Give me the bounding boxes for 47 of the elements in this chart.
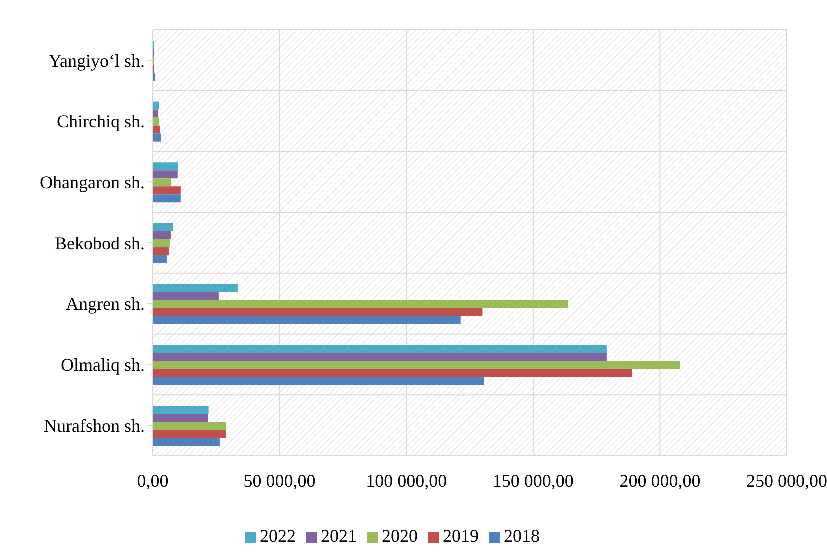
bar — [153, 353, 607, 362]
bar — [153, 369, 632, 378]
bar — [153, 377, 484, 386]
x-tick-label: 250 000,00 — [746, 470, 827, 491]
bar — [153, 430, 226, 438]
legend-label: 2018 — [504, 526, 540, 546]
y-tick-label: Olmaliq sh. — [61, 355, 145, 376]
bar — [153, 308, 483, 316]
bar — [153, 292, 219, 300]
y-tick-label: Nurafshon sh. — [44, 416, 145, 436]
legend-label: 2021 — [321, 526, 357, 546]
bar — [153, 240, 170, 248]
x-tick-label: 0,00 — [137, 470, 169, 491]
bar — [153, 361, 680, 370]
bar — [153, 170, 178, 179]
legend-label: 2020 — [382, 526, 418, 546]
bar — [153, 438, 220, 446]
y-tick-label: Chirchiq sh. — [57, 112, 145, 132]
bar — [153, 126, 160, 134]
x-tick-label: 200 000,00 — [620, 470, 701, 491]
bar — [153, 316, 461, 324]
bar — [153, 284, 238, 292]
y-tick-label: Angren sh. — [66, 294, 145, 314]
bar — [153, 248, 169, 256]
legend-label: 2019 — [443, 526, 479, 546]
bar — [153, 345, 607, 354]
bar — [153, 194, 181, 203]
x-tick-label: 100 000,00 — [366, 470, 448, 491]
bar — [153, 300, 568, 308]
bar — [153, 232, 172, 240]
bar — [153, 186, 181, 195]
bar — [153, 134, 162, 142]
bar — [153, 118, 160, 126]
bar — [153, 178, 172, 187]
y-tick-label: Ohangaron sh. — [40, 172, 145, 193]
x-tick-label: 50 000,00 — [244, 470, 316, 491]
bar — [153, 414, 208, 422]
legend-label: 2022 — [260, 526, 296, 546]
bar — [153, 102, 160, 110]
bar — [153, 224, 174, 232]
x-tick-label: 150 000,00 — [492, 470, 574, 491]
y-tick-label: Bekobod sh. — [55, 233, 145, 254]
bar — [153, 406, 209, 414]
bar — [153, 256, 167, 264]
bar — [153, 162, 178, 171]
bar — [153, 422, 226, 430]
y-tick-label: Yangiyo‘l sh. — [48, 50, 145, 71]
